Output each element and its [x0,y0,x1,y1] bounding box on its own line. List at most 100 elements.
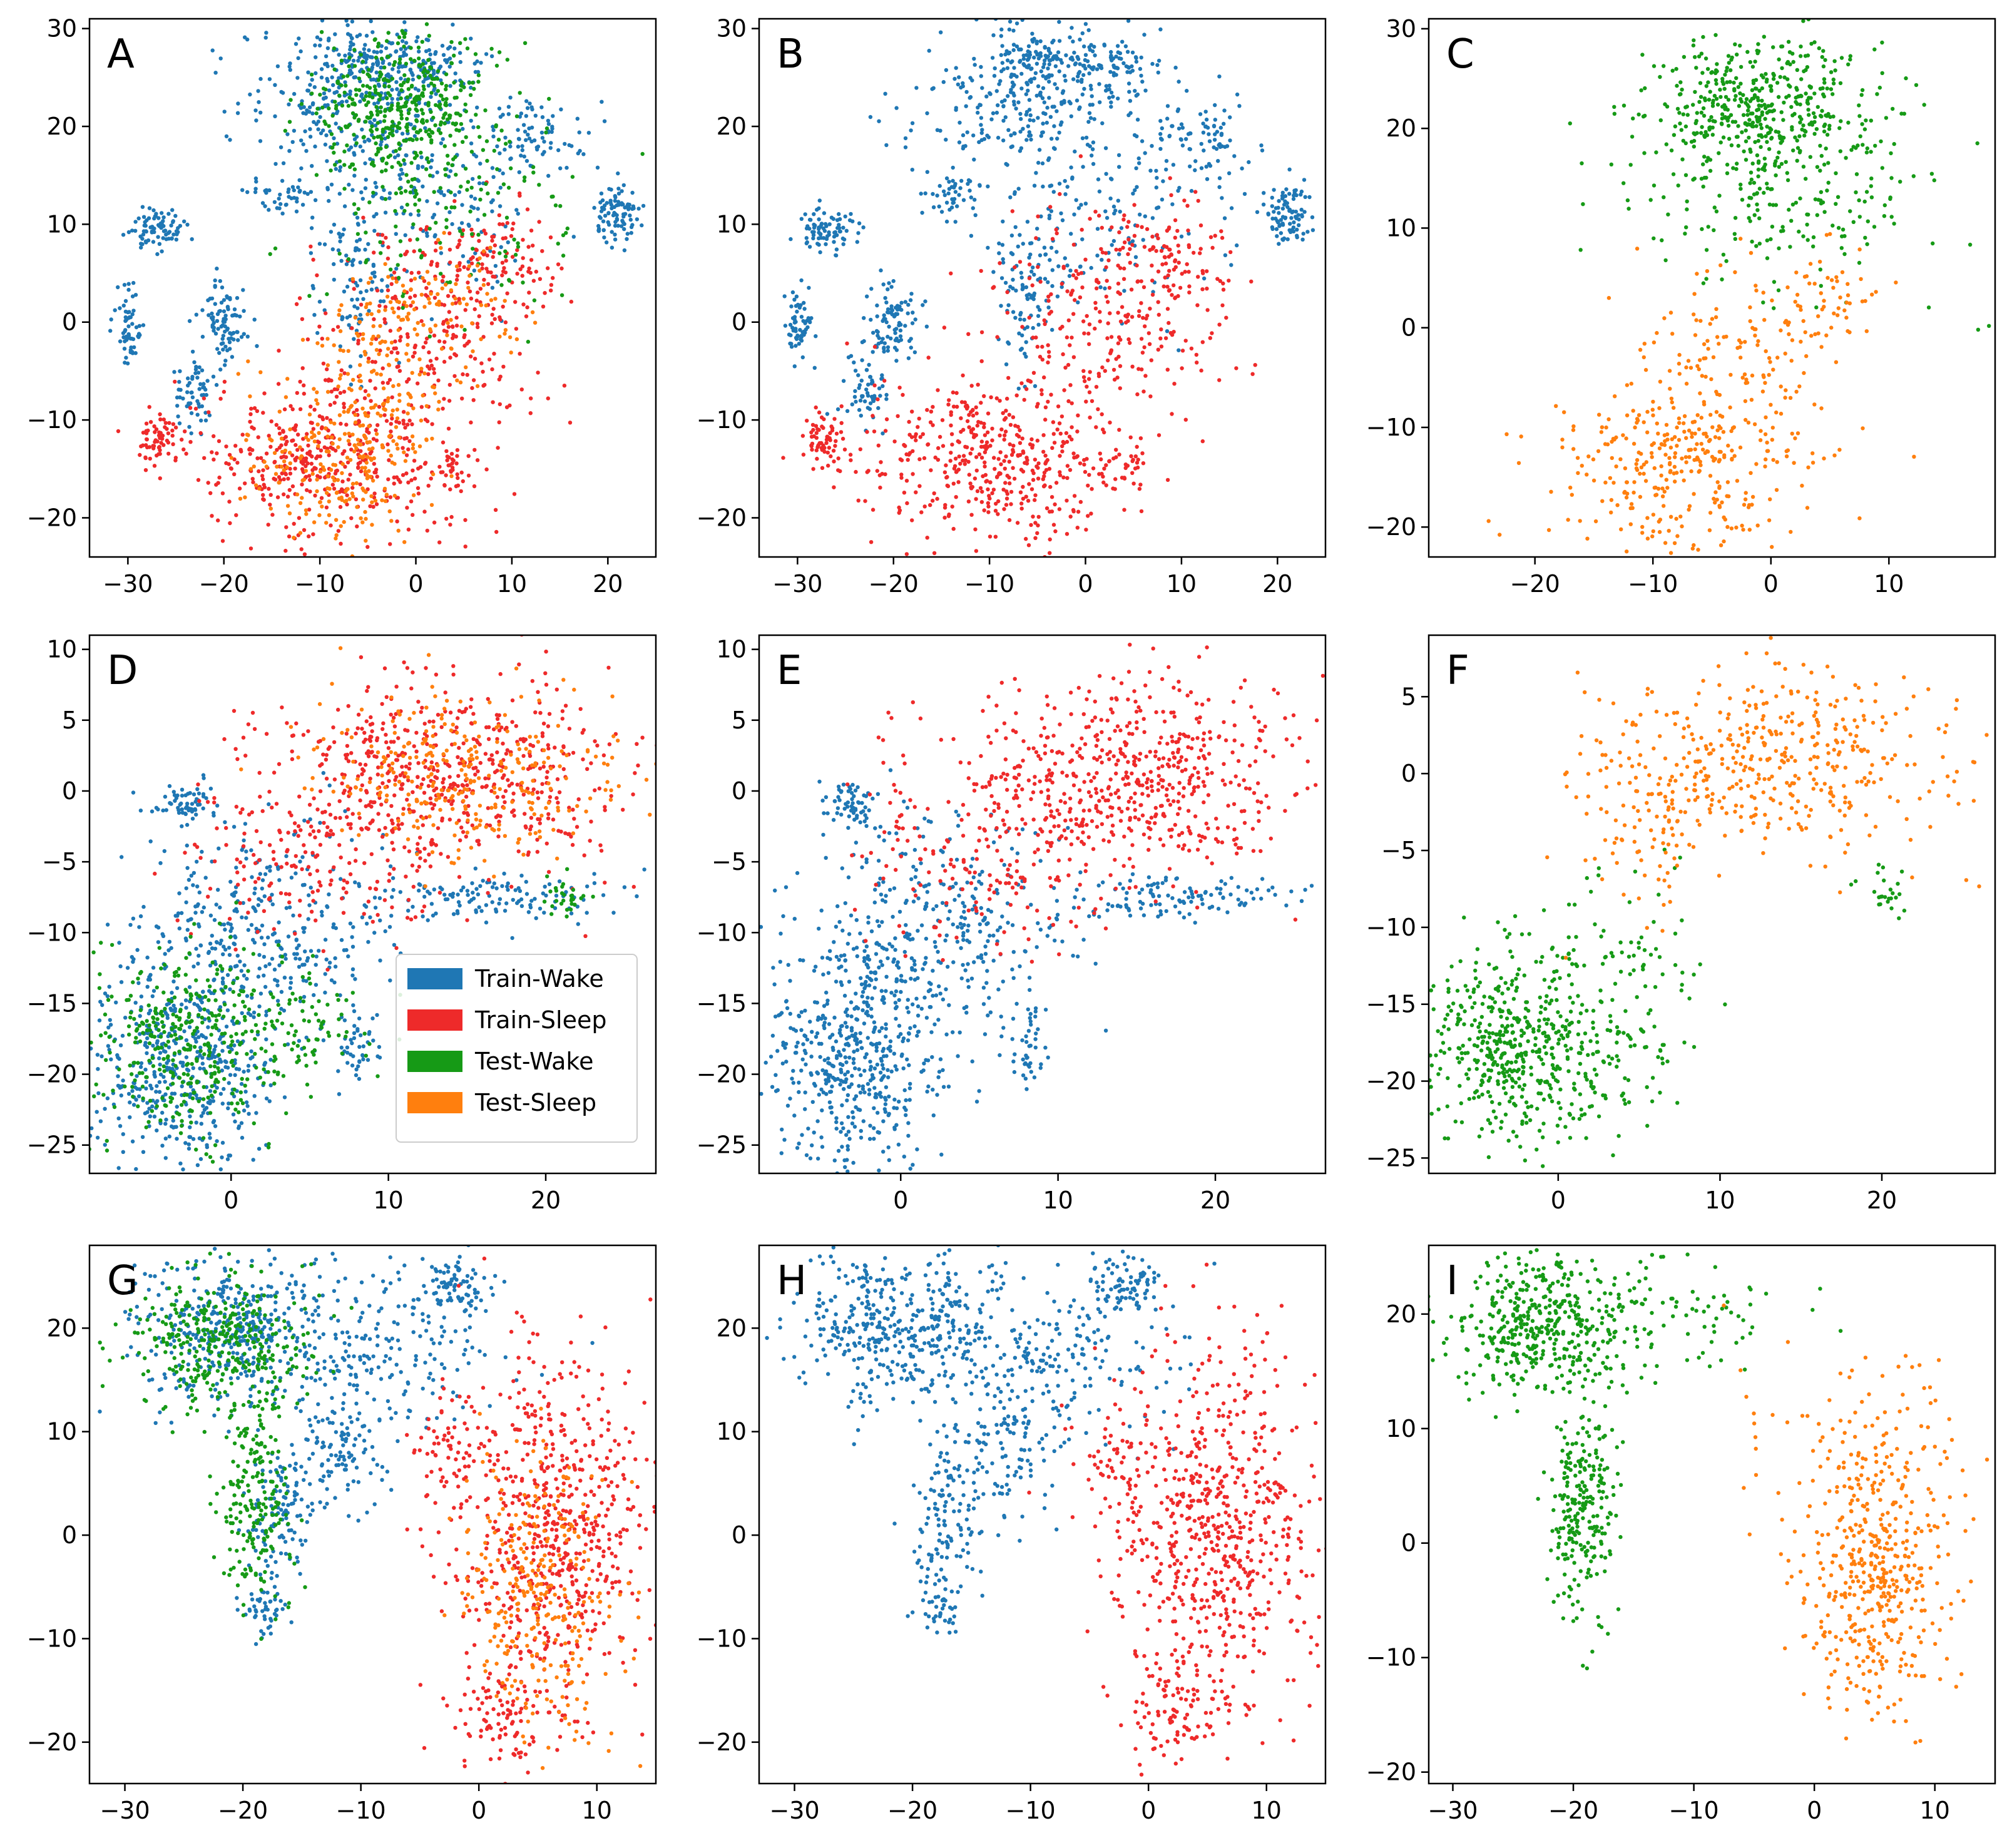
point [439,246,443,250]
point [1187,146,1192,151]
point [170,434,175,438]
point [395,407,399,412]
point [365,544,370,549]
point [268,493,273,497]
point [173,379,177,384]
point [1058,431,1063,436]
point [941,79,946,84]
point [925,536,929,540]
point [519,387,524,392]
point [449,205,454,210]
point [318,500,322,504]
point [369,399,373,403]
point [405,379,409,384]
point [240,188,245,192]
point [463,544,467,549]
point [367,86,372,90]
point [493,297,498,301]
point [380,443,384,447]
point [449,190,453,195]
point [838,229,843,234]
point [484,467,489,472]
point [1081,165,1085,169]
point [1043,252,1048,257]
point [984,440,989,444]
point [1068,383,1073,387]
point [245,37,250,42]
point [436,89,441,93]
point [1212,138,1217,142]
point [354,93,359,97]
point [304,111,308,116]
point [1088,83,1093,88]
point [329,11,333,15]
point [1240,166,1244,171]
point [358,373,362,378]
point [280,178,285,183]
point [469,296,474,301]
point [402,208,407,213]
point [193,406,198,411]
point [1222,121,1226,126]
point [455,472,459,477]
point [1121,277,1126,281]
point [1270,217,1275,221]
point [364,538,368,543]
point [469,36,473,41]
point [232,457,237,462]
point [382,407,386,411]
point [970,484,975,489]
point [1090,399,1095,404]
point [1217,74,1222,79]
point [941,444,946,448]
point [409,278,414,283]
point [448,133,452,138]
point [332,486,337,491]
point [337,159,342,163]
point [1100,250,1105,255]
point [1001,411,1005,416]
point [1101,427,1105,432]
point [1016,434,1021,439]
point [474,299,479,303]
point [997,251,1001,255]
point [218,397,223,401]
point [575,116,580,121]
point [350,491,354,496]
point [313,198,318,202]
point [955,404,959,409]
point [1120,39,1125,44]
point [466,280,470,285]
point [1201,121,1205,126]
point [1274,206,1279,210]
point [283,448,288,453]
point [989,395,993,399]
point [1222,216,1227,220]
point [295,447,300,452]
point [396,315,401,319]
point [991,285,995,290]
point [1089,43,1093,48]
point [347,431,351,436]
point [581,152,586,156]
point [248,546,253,551]
point [352,151,356,155]
point [1050,327,1055,332]
point [1014,44,1019,49]
point [1187,284,1192,288]
point [126,324,131,329]
point [1116,341,1121,345]
point [261,411,265,415]
point [358,144,362,149]
point [1055,86,1060,91]
point [942,470,947,474]
point [330,113,335,118]
point [424,129,428,134]
point [258,139,263,143]
point [430,436,434,441]
point [542,150,546,154]
point [1046,46,1051,51]
point [268,444,273,449]
point [513,252,518,257]
point [380,130,385,134]
